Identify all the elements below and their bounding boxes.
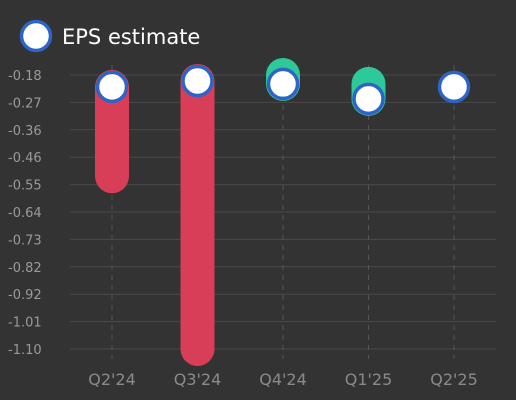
y-tick-label: -0.55 bbox=[8, 179, 42, 194]
y-axis: -0.18 -0.27 -0.36 -0.46 -0.55 -0.64 -0.73 -0.82… bbox=[8, 69, 42, 358]
legend: EPS estimate bbox=[19, 19, 200, 53]
y-tick-label: -0.18 bbox=[8, 69, 42, 84]
estimate-marker bbox=[352, 82, 385, 116]
x-tick-label: Q1'25 bbox=[345, 370, 393, 389]
estimate-marker bbox=[437, 70, 471, 104]
legend-label: EPS estimate bbox=[62, 25, 200, 49]
y-tick-label: -1.01 bbox=[8, 316, 42, 331]
x-tick-label: Q2'24 bbox=[88, 370, 136, 389]
y-tick-label: -0.46 bbox=[8, 151, 42, 166]
y-tick-label: -0.36 bbox=[8, 124, 42, 139]
estimate-marker bbox=[266, 67, 300, 101]
estimate-marker bbox=[181, 64, 214, 98]
estimate-marker-layer bbox=[95, 64, 471, 116]
y-tick-label: -1.10 bbox=[8, 343, 42, 358]
y-tick-label: -0.64 bbox=[8, 206, 42, 221]
x-axis: Q2'24 Q3'24 Q4'24 Q1'25 Q2'25 bbox=[88, 370, 478, 389]
y-tick-label: -0.92 bbox=[8, 288, 42, 303]
x-tick-label: Q2'25 bbox=[430, 370, 478, 389]
y-tick-label: -0.27 bbox=[8, 96, 42, 111]
x-tick-label: Q3'24 bbox=[174, 370, 222, 389]
y-tick-label: -0.82 bbox=[8, 261, 42, 276]
eps-bar bbox=[180, 63, 215, 367]
estimate-marker bbox=[95, 70, 129, 104]
grid-layer bbox=[70, 65, 496, 359]
y-tick-label: -0.73 bbox=[8, 233, 42, 248]
x-tick-label: Q4'24 bbox=[259, 370, 307, 389]
legend-marker bbox=[19, 19, 53, 53]
